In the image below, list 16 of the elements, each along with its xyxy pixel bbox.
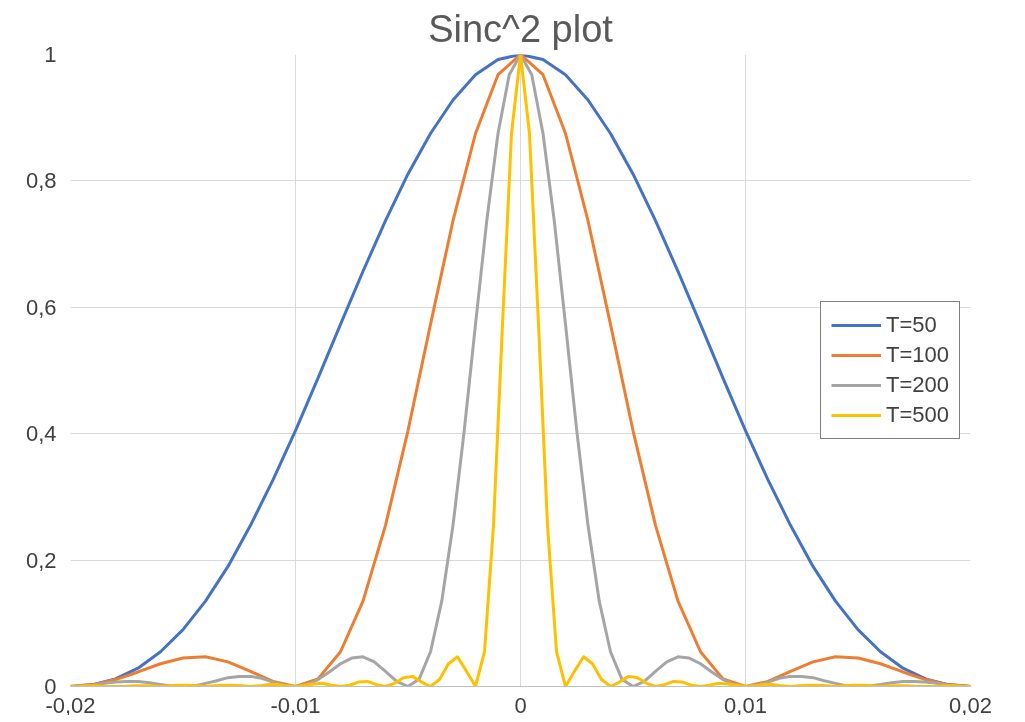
line-series — [70, 54, 971, 687]
y-tick-label: 0 — [44, 674, 57, 699]
y-tick-label: 0,2 — [25, 547, 57, 573]
x-tick-label: -0,01 — [270, 692, 321, 718]
x-tick-label: 0 — [514, 692, 527, 718]
x-tick-label: 0,02 — [949, 692, 992, 718]
legend-label: T=500 — [886, 402, 949, 428]
legend-label: T=100 — [886, 342, 949, 368]
x-tick-label: 0,01 — [724, 692, 767, 718]
legend-label: T=200 — [886, 372, 949, 398]
y-tick-label: 0,4 — [25, 421, 57, 447]
chart-title: Sinc^2 plot — [428, 7, 614, 50]
legend-label: T=50 — [886, 312, 937, 338]
y-tick-label: 0,8 — [25, 168, 57, 194]
y-tick-label: 0,6 — [25, 294, 57, 320]
y-tick-label: 1 — [44, 42, 57, 67]
